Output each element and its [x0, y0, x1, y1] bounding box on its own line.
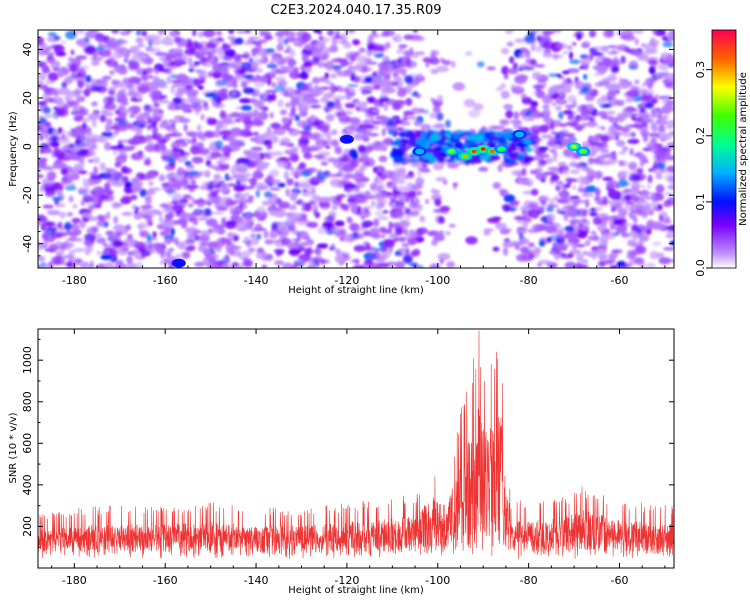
- colorbar-gradient: [711, 29, 737, 269]
- heatmap-hotspot: [489, 149, 495, 153]
- x-tick-label: -80: [520, 274, 538, 287]
- heatmap-chart: -180 -160 -140 -120 -100 -80 -60 -40 -20 0 20 40 H…: [8, 29, 675, 296]
- heatmap-hotspot: [517, 132, 522, 136]
- x-tick-label: -100: [425, 574, 450, 587]
- heatmap-hotspot: [176, 261, 182, 265]
- y-tick-label: 200: [21, 516, 34, 537]
- heatmap-x-axis-label: Height of straight line (km): [288, 285, 424, 296]
- snr-y-ticks: 200 400 600 800 1000: [21, 338, 674, 548]
- x-tick-label: -160: [153, 274, 178, 287]
- heatmap-hotspot: [462, 154, 468, 158]
- colorbar-tick-label: 0.0: [694, 259, 707, 277]
- heatmap-y-ticks: -40 -20 0 20 40: [21, 36, 674, 269]
- heatmap-x-ticks: -180 -160 -140 -120 -100 -80 -60: [51, 30, 666, 287]
- x-tick-label: -180: [62, 574, 87, 587]
- x-tick-label: -60: [611, 274, 629, 287]
- x-tick-label: -160: [153, 574, 178, 587]
- x-tick-label: -120: [334, 274, 359, 287]
- y-tick-label: 40: [21, 42, 34, 56]
- snr-chart: -180 -160 -140 -120 -100 -80 -60 200 400 600 800 1…: [8, 328, 675, 596]
- heatmap-hotspot: [571, 145, 577, 149]
- y-tick-label: 1000: [21, 346, 34, 374]
- colorbar: 0.0 0.1 0.2 0.3 Normalized spectral amplitu…: [694, 29, 749, 277]
- x-tick-label: -140: [244, 274, 269, 287]
- colorbar-label: Normalized spectral amplitude: [738, 72, 749, 226]
- heatmap-hotspot: [480, 147, 486, 151]
- colorbar-tick-label: 0.1: [694, 193, 707, 211]
- heatmap-hotspot: [580, 149, 586, 153]
- snr-frame: [37, 328, 675, 569]
- x-tick-label: -180: [62, 274, 87, 287]
- colorbar-tick-label: 0.2: [694, 127, 707, 145]
- snr-series-line: [38, 330, 674, 559]
- x-tick-label: -140: [244, 574, 269, 587]
- heatmap-hotspots: [171, 129, 591, 268]
- chart-title: C2E3.2024.040.17.35.R09: [270, 3, 441, 18]
- y-tick-label: 0: [21, 143, 34, 150]
- heatmap-noise-texture: [38, 30, 674, 268]
- heatmap-marks: [38, 30, 674, 268]
- y-tick-label: -20: [21, 186, 34, 204]
- x-tick-label: -60: [611, 574, 629, 587]
- y-tick-label: 400: [21, 474, 34, 495]
- colorbar-tick-label: 0.3: [694, 61, 707, 79]
- snr-x-axis-label: Height of straight line (km): [288, 585, 424, 596]
- heatmap-hotspot: [449, 149, 454, 153]
- x-tick-label: -120: [334, 574, 359, 587]
- x-tick-label: -100: [425, 274, 450, 287]
- colorbar-ticks: 0.0 0.1 0.2 0.3: [694, 61, 712, 277]
- snr-x-ticks: -180 -160 -140 -120 -100 -80 -60: [51, 329, 666, 587]
- x-tick-label: -80: [520, 574, 538, 587]
- heatmap-hotspot: [417, 149, 422, 153]
- y-tick-label: 600: [21, 433, 34, 454]
- heatmap-frame: [37, 29, 675, 269]
- y-tick-label: 20: [21, 91, 34, 105]
- snr-y-axis-label: SNR (10 * v/v): [8, 412, 19, 483]
- heatmap-hotspot: [471, 149, 477, 153]
- heatmap-y-axis-label: Frequency (Hz): [8, 111, 19, 187]
- y-tick-label: -40: [21, 235, 34, 253]
- heatmap-hotspot: [499, 147, 504, 151]
- heatmap-hotspot: [344, 137, 350, 141]
- y-tick-label: 800: [21, 391, 34, 412]
